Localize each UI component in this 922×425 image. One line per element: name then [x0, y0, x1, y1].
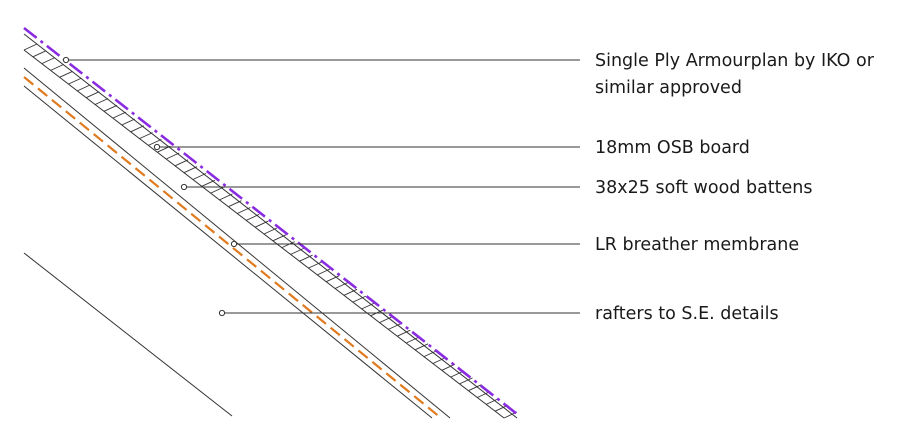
rafter-top-line-upper — [23, 67, 451, 419]
osb-hatch-stroke — [130, 125, 144, 133]
callout-leaders — [62, 56, 580, 317]
leader-dot-battens — [180, 183, 188, 191]
osb-board-hatching — [23, 43, 518, 419]
label-osb-board-line-1: 18mm OSB board — [595, 138, 750, 158]
osb-hatch-stroke — [272, 234, 287, 242]
osb-hatch-stroke — [343, 288, 358, 296]
osb-hatch-stroke — [237, 207, 251, 214]
osb-hatch-stroke — [468, 384, 482, 392]
osb-hatch-stroke — [388, 322, 402, 330]
osb-hatch-stroke — [432, 357, 447, 364]
leader-dot-rafters — [218, 309, 226, 317]
osb-hatch-stroke — [192, 173, 207, 180]
label-battens-line-1: 38x25 soft wood battens — [595, 178, 813, 198]
rafter-soffit-line — [23, 252, 233, 417]
rafter-top-line-lower — [23, 85, 433, 419]
osb-hatch-stroke — [397, 329, 411, 337]
osb-hatch-stroke — [406, 336, 420, 344]
osb-hatch-stroke — [299, 254, 313, 262]
label-breather-membrane: LR breather membrane — [595, 235, 799, 255]
osb-hatch-stroke — [459, 377, 473, 385]
leader-dot-single-ply — [62, 56, 70, 64]
leader-dot-osb-board — [153, 143, 161, 151]
osb-hatch-stroke — [148, 138, 162, 146]
osb-hatch-stroke — [183, 166, 198, 174]
osb-hatch-stroke — [423, 350, 438, 358]
label-osb-board: 18mm OSB board — [595, 138, 750, 158]
osb-hatch-stroke — [94, 98, 109, 105]
osb-hatch-stroke — [317, 268, 331, 276]
osb-hatch-stroke — [361, 302, 375, 310]
osb-hatch-stroke — [139, 132, 153, 140]
osb-hatch-stroke — [112, 111, 127, 119]
label-single-ply-line-1: Single Ply Armourplan by IKO or — [595, 51, 875, 71]
osb-hatch-stroke — [41, 57, 55, 65]
osb-hatch-stroke — [290, 247, 304, 255]
osb-hatch-stroke — [263, 227, 278, 235]
osb-hatch-stroke — [379, 316, 393, 324]
osb-hatch-stroke — [326, 275, 340, 283]
label-rafters: rafters to S.E. details — [595, 304, 779, 324]
osb-hatch-stroke — [308, 261, 322, 269]
osb-hatch-stroke — [23, 43, 38, 51]
osb-hatch-stroke — [174, 159, 189, 167]
osb-hatch-stroke — [201, 179, 215, 187]
osb-hatch-stroke — [77, 84, 91, 92]
osb-hatch-stroke — [246, 213, 260, 221]
osb-hatch-stroke — [281, 241, 295, 249]
leader-dot-breather-membrane — [230, 240, 238, 248]
label-battens: 38x25 soft wood battens — [595, 178, 813, 198]
osb-hatch-stroke — [334, 282, 349, 289]
osb-hatch-stroke — [228, 200, 242, 208]
osb-hatch-stroke — [352, 295, 367, 303]
osb-board-top-edge — [23, 33, 518, 419]
osb-hatch-stroke — [103, 104, 118, 112]
label-single-ply: Single Ply Armourplan by IKO or similar … — [595, 51, 879, 98]
single-ply-membrane-line — [23, 26, 518, 416]
osb-hatch-stroke — [86, 91, 100, 99]
label-rafters-line-1: rafters to S.E. details — [595, 304, 779, 324]
osb-hatch-stroke — [219, 193, 233, 201]
osb-hatch-stroke — [254, 220, 269, 228]
callout-labels: Single Ply Armourplan by IKO or similar … — [595, 51, 879, 324]
label-breather-membrane-line-1: LR breather membrane — [595, 235, 799, 255]
osb-hatch-stroke — [50, 63, 64, 71]
osb-hatch-stroke — [121, 118, 135, 126]
roof-buildup — [23, 26, 518, 419]
osb-hatch-stroke — [32, 50, 47, 58]
osb-hatch-stroke — [414, 343, 429, 351]
osb-hatch-stroke — [441, 363, 455, 371]
osb-hatch-stroke — [59, 70, 73, 78]
label-single-ply-line-2: similar approved — [595, 78, 742, 98]
osb-hatch-stroke — [68, 77, 82, 85]
osb-hatch-stroke — [210, 186, 224, 194]
osb-hatch-stroke — [166, 152, 180, 160]
breather-membrane-line — [23, 76, 442, 419]
